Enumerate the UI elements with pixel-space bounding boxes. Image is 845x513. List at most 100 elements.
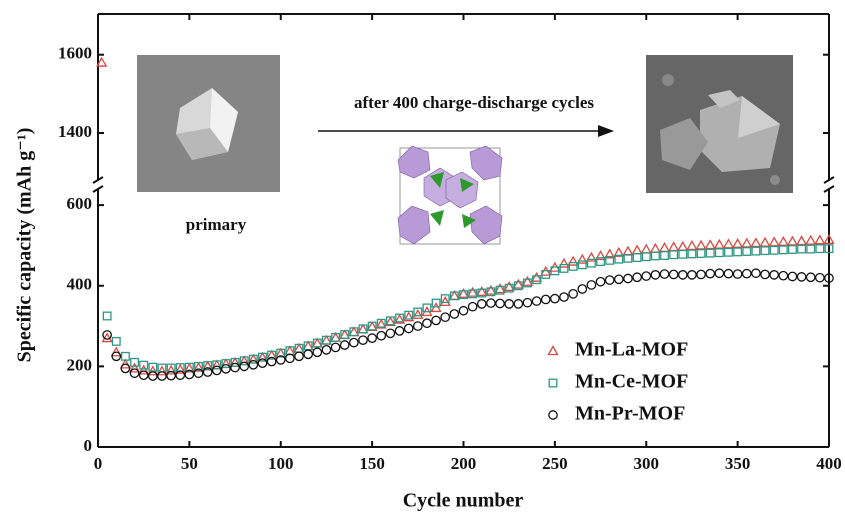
data-point [805,234,817,245]
data-point [696,249,706,258]
data-point [147,371,158,381]
data-point [732,269,743,279]
data-point [120,363,131,374]
data-point [586,258,596,268]
data-point [102,330,112,340]
data-point [751,268,761,279]
data-point [376,318,386,328]
data-point [230,357,240,367]
data-point [650,270,661,280]
x-tick-label: 150 [359,454,385,473]
data-point [733,247,743,257]
data-point [266,356,277,367]
data-point [714,248,724,258]
data-point [540,294,551,305]
data-point [787,271,798,282]
x-tick-label: 400 [816,454,842,473]
data-point [577,284,588,294]
data-point [531,296,542,306]
y-tick-label: 600 [67,194,93,213]
x-tick-label: 300 [634,454,660,473]
data-point [440,312,451,323]
data-point [468,289,478,299]
data-point [476,285,488,296]
data-point [311,337,323,348]
data-point [786,235,799,246]
data-point [605,255,615,265]
data-point [239,356,249,366]
data-point [348,337,359,348]
data-point [577,260,587,270]
data-point [184,362,194,372]
data-point [184,369,195,380]
data-point [183,362,195,373]
data-point [769,245,779,255]
data-point [623,253,633,263]
data-point [312,347,323,358]
y-tick-label: 0 [84,436,93,455]
data-point [367,333,377,344]
annotation: primary [186,215,247,234]
data-point [805,272,816,283]
data-point [404,310,414,320]
data-point [742,247,752,256]
data-point [741,237,753,248]
data-point [393,313,406,324]
legend-label: Mn-Pr-MOF [575,403,685,425]
data-point [769,270,780,280]
data-point [174,363,186,374]
data-point [687,249,697,259]
data-point [385,328,396,339]
data-point [596,257,606,267]
data-point [567,255,579,266]
data-point [486,287,496,297]
x-tick-label: 50 [181,454,198,473]
data-point [257,358,268,368]
data-point [604,248,616,259]
data-point [521,275,534,286]
data-point [431,298,441,308]
data-point [594,250,607,261]
data-point [650,251,660,261]
data-point [741,268,752,279]
x-tick-label: 100 [268,454,294,473]
data-point [823,233,835,244]
data-point [366,321,378,332]
data-point [815,272,825,283]
data-point [449,309,460,319]
data-point [797,244,807,254]
data-point [165,364,177,375]
data-point [760,269,770,280]
x-tick-label: 350 [725,454,751,473]
data-point [778,245,788,255]
data-point [613,274,624,285]
data-point [541,270,551,279]
arrow [318,125,614,137]
data-point [668,241,680,252]
data-point [403,311,415,322]
data-point [130,357,139,367]
data-point [422,303,432,313]
x-axis-label: Cycle number [403,490,524,512]
data-point [357,323,369,334]
data-point [795,235,808,246]
data-point [221,363,231,374]
data-point [586,280,597,290]
data-point [320,334,333,345]
data-point [331,332,341,342]
data-point [375,318,387,329]
data-point [759,236,771,247]
data-point [202,367,213,377]
data-point [248,354,258,364]
x-tick-label: 250 [542,454,568,473]
x-tick-label: 200 [451,454,477,473]
data-point [412,321,423,331]
data-point [659,269,670,279]
data-point [750,237,762,248]
data-point [138,370,149,381]
data-point [102,311,112,321]
axis-break [92,176,104,184]
data-point [111,336,121,346]
data-point [156,365,168,376]
